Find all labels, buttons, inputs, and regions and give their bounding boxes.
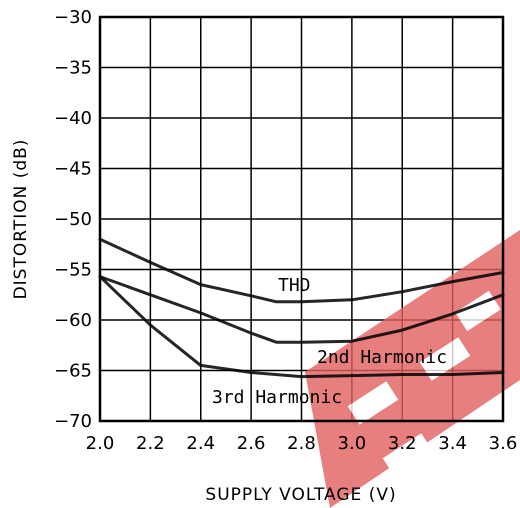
x-tick-label: 2.0 bbox=[86, 433, 115, 454]
y-tick-label: −65 bbox=[54, 361, 92, 382]
x-tick-label: 3.6 bbox=[489, 433, 518, 454]
series-lines bbox=[98, 237, 505, 379]
y-tick-label: −30 bbox=[54, 7, 92, 28]
x-tick-label: 3.2 bbox=[388, 433, 417, 454]
series-line-3 bbox=[98, 275, 505, 379]
y-axis-title: DISTORTION (dB) bbox=[11, 139, 31, 300]
x-tick-label: 2.6 bbox=[237, 433, 266, 454]
x-tick-label: 2.4 bbox=[186, 433, 215, 454]
series-line-2 bbox=[98, 275, 505, 344]
second-harmonic-label: 2nd Harmonic bbox=[317, 347, 447, 368]
y-tick-labels: −30 −35 −40 −45 −50 −55 −60 −65 −70 bbox=[54, 7, 92, 432]
grid-lines bbox=[100, 17, 503, 421]
y-tick-label: −35 bbox=[54, 58, 92, 79]
y-tick-label: −40 bbox=[54, 108, 92, 129]
y-tick-label: −70 bbox=[54, 411, 92, 432]
y-tick-label: −60 bbox=[54, 310, 92, 331]
x-axis-title: SUPPLY VOLTAGE (V) bbox=[205, 485, 396, 505]
series-annotations: THD 2nd Harmonic 3rd Harmonic bbox=[212, 275, 447, 408]
y-tick-label: −50 bbox=[54, 209, 92, 230]
x-tick-label: 2.8 bbox=[287, 433, 316, 454]
x-tick-labels: 2.0 2.2 2.4 2.6 2.8 3.0 3.2 3.4 3.6 bbox=[86, 433, 518, 454]
third-harmonic-label: 3rd Harmonic bbox=[212, 387, 342, 408]
x-tick-label: 3.0 bbox=[338, 433, 367, 454]
x-tick-label: 3.4 bbox=[438, 433, 467, 454]
y-tick-label: −45 bbox=[54, 159, 92, 180]
thd-label: THD bbox=[278, 275, 311, 296]
x-tick-label: 2.2 bbox=[136, 433, 165, 454]
plot-frame bbox=[98, 15, 505, 423]
series-line-1 bbox=[98, 237, 505, 304]
y-tick-label: −55 bbox=[54, 260, 92, 281]
